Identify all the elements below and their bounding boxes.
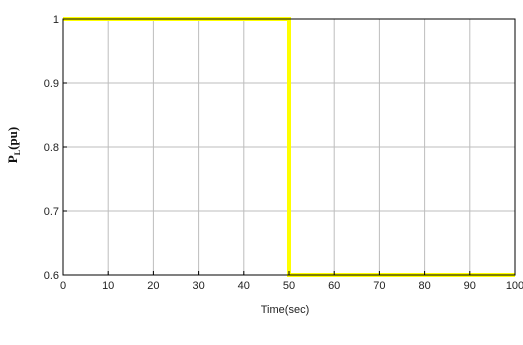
y-axis-label-subscript: L: [13, 150, 22, 155]
x-tick-label-2: 20: [147, 280, 159, 292]
x-tick-label-4: 40: [238, 280, 250, 292]
x-tick-labels: 0 10 20 30 40 50 60 70 80 90 100: [60, 271, 523, 292]
x-tick-label-0: 0: [60, 280, 66, 292]
y-tick-label-2: 0.8: [44, 142, 59, 154]
y-tick-label-4: 1: [53, 14, 59, 26]
y-axis-label: PL(pu): [5, 127, 22, 163]
x-tick-label-7: 70: [373, 280, 385, 292]
y-tick-label-0: 0.6: [44, 270, 59, 282]
x-tick-label-3: 30: [192, 280, 204, 292]
x-tick-label-5: 50: [283, 280, 295, 292]
x-tick-label-6: 60: [328, 280, 340, 292]
x-tick-label-10: 100: [506, 280, 523, 292]
y-tick-label-3: 0.9: [44, 78, 59, 90]
x-axis-label: Time(sec): [261, 304, 309, 316]
x-tick-label-9: 90: [464, 280, 476, 292]
y-tick-labels: 0.6 0.7 0.8 0.9 1: [44, 14, 67, 282]
y-tick-label-1: 0.7: [44, 206, 59, 218]
x-tick-label-1: 10: [102, 280, 114, 292]
y-axis-label-main: P: [5, 155, 20, 163]
y-axis-label-suffix: (pu): [5, 127, 20, 150]
x-tick-label-8: 80: [418, 280, 430, 292]
